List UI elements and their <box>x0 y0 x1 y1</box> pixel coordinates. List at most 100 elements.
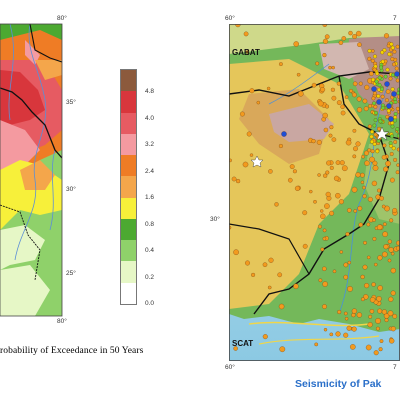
earthquake-marker <box>352 154 357 159</box>
earthquake-marker <box>373 104 378 109</box>
earthquake-marker <box>292 169 297 174</box>
earthquake-marker <box>378 347 383 352</box>
earthquake-marker <box>322 236 327 241</box>
earthquake-marker <box>351 186 358 193</box>
earthquake-marker <box>385 114 390 119</box>
earthquake-marker <box>298 90 304 97</box>
legend-label: 0.8 <box>145 220 155 228</box>
earthquake-marker <box>343 274 349 280</box>
earthquake-marker <box>332 269 337 274</box>
earthquake-marker <box>369 134 374 139</box>
earthquake-marker <box>376 326 380 331</box>
earthquake-marker <box>233 346 238 351</box>
earthquake-marker <box>389 152 394 156</box>
earthquake-marker <box>289 164 295 170</box>
earthquake-marker <box>331 65 335 70</box>
earthquake-marker <box>352 34 358 39</box>
earthquake-marker <box>383 244 389 250</box>
earthquake-marker <box>383 166 389 172</box>
earthquake-marker <box>371 96 376 101</box>
earthquake-marker <box>362 98 368 104</box>
earthquake-marker <box>335 193 341 199</box>
legend-label: 2.4 <box>145 167 155 175</box>
earthquake-marker <box>380 50 385 55</box>
earthquake-marker <box>341 36 347 41</box>
earthquake-marker <box>313 199 317 204</box>
earthquake-marker <box>390 124 395 129</box>
earthquake-marker <box>371 77 376 82</box>
earthquake-marker <box>279 346 286 353</box>
earthquake-marker <box>369 156 375 163</box>
earthquake-marker <box>372 165 379 171</box>
tick-lat-35: 35° <box>66 99 76 106</box>
earthquake-marker <box>387 310 394 317</box>
earthquake-marker <box>377 308 383 314</box>
tick-bottom-right: 80° <box>57 318 67 325</box>
earthquake-marker <box>322 266 327 271</box>
earthquake-marker <box>358 222 363 228</box>
earthquake-marker <box>383 74 388 79</box>
earthquake-marker <box>343 332 349 338</box>
earthquake-marker <box>320 213 326 219</box>
earthquake-marker <box>389 218 394 223</box>
earthquake-marker <box>333 175 340 182</box>
earthquake-marker <box>367 56 372 61</box>
earthquake-marker <box>355 30 362 37</box>
earthquake-marker <box>279 62 283 66</box>
earthquake-marker <box>364 160 370 166</box>
earthquake-marker <box>331 137 337 142</box>
earthquake-marker <box>362 194 367 199</box>
legend-label: 4.0 <box>145 114 155 122</box>
earthquake-marker <box>369 309 375 314</box>
earthquake-marker <box>374 262 378 267</box>
earthquake-marker <box>350 344 356 350</box>
earthquake-marker <box>373 118 378 123</box>
earthquake-marker <box>322 304 327 309</box>
seismicity-map-panel: GABAT SCAT <box>227 21 400 361</box>
earthquake-marker <box>355 141 361 147</box>
earthquake-marker <box>369 297 376 303</box>
earthquake-marker <box>396 163 400 167</box>
earthquake-marker <box>322 38 329 44</box>
earthquake-marker <box>322 112 328 119</box>
earthquake-marker <box>356 96 362 102</box>
earthquake-marker <box>384 318 389 323</box>
earthquake-marker <box>371 49 375 53</box>
earthquake-marker <box>316 139 322 145</box>
earthquake-marker <box>387 258 392 263</box>
legend-label: 4.8 <box>145 88 155 95</box>
earthquake-marker <box>233 249 239 256</box>
earthquake-marker <box>318 278 323 283</box>
earthquake-marker <box>351 326 357 332</box>
earthquake-marker <box>384 81 390 87</box>
earthquake-marker <box>395 245 400 251</box>
earthquake-marker <box>390 45 395 50</box>
earthquake-marker <box>381 309 387 315</box>
earthquake-marker <box>380 59 385 64</box>
legend-color-segment <box>121 70 136 92</box>
earthquake-marker <box>322 228 327 233</box>
earthquake-marker <box>344 317 349 321</box>
earthquake-marker <box>393 97 397 101</box>
earthquake-marker <box>372 218 376 222</box>
earthquake-marker <box>381 105 385 110</box>
legend-color-segment <box>121 176 136 198</box>
earthquake-marker <box>393 140 398 144</box>
earthquake-marker <box>377 126 382 131</box>
earthquake-marker <box>385 67 390 72</box>
earthquake-marker <box>358 81 363 86</box>
earthquake-marker <box>352 92 357 98</box>
earthquake-marker <box>389 42 394 47</box>
earthquake-marker <box>376 94 381 99</box>
legend-label: 1.6 <box>145 194 155 201</box>
earthquake-marker <box>388 116 394 122</box>
earthquake-marker <box>281 131 287 137</box>
earthquake-marker <box>395 78 400 83</box>
earthquake-marker <box>347 208 352 213</box>
earthquake-marker <box>277 272 283 278</box>
earthquake-marker <box>379 87 384 92</box>
earthquake-marker <box>373 132 378 137</box>
earthquake-marker <box>390 290 396 296</box>
earthquake-marker <box>375 318 381 324</box>
earthquake-marker <box>371 86 377 92</box>
